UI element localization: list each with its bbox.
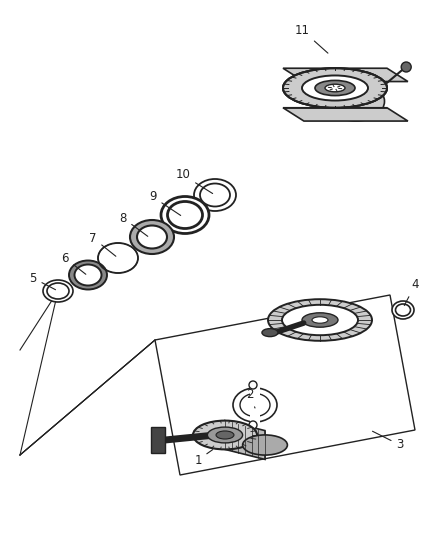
Circle shape (249, 421, 257, 429)
Ellipse shape (161, 197, 209, 233)
Text: 8: 8 (119, 212, 148, 236)
Ellipse shape (325, 84, 345, 92)
Ellipse shape (98, 243, 138, 273)
Ellipse shape (43, 280, 73, 302)
Ellipse shape (130, 220, 174, 254)
Ellipse shape (240, 393, 270, 416)
Ellipse shape (106, 249, 130, 267)
Ellipse shape (101, 245, 135, 271)
Circle shape (401, 62, 411, 72)
Ellipse shape (47, 283, 69, 299)
Ellipse shape (74, 264, 102, 286)
Ellipse shape (302, 313, 338, 327)
Text: 7: 7 (89, 231, 116, 256)
Ellipse shape (327, 82, 385, 121)
Ellipse shape (69, 261, 107, 289)
Ellipse shape (283, 68, 387, 108)
Text: 10: 10 (176, 168, 212, 193)
Ellipse shape (396, 304, 410, 316)
Ellipse shape (109, 251, 127, 265)
Polygon shape (283, 68, 408, 82)
Text: 5: 5 (29, 271, 56, 290)
Text: 1: 1 (194, 450, 213, 466)
Bar (151, 427, 165, 453)
Ellipse shape (392, 301, 414, 319)
Ellipse shape (283, 68, 387, 108)
Ellipse shape (193, 421, 257, 449)
Text: 2: 2 (246, 389, 255, 408)
Ellipse shape (200, 183, 230, 206)
Polygon shape (283, 108, 408, 121)
Text: 11: 11 (294, 23, 328, 53)
Ellipse shape (233, 388, 277, 422)
Ellipse shape (315, 80, 355, 95)
Ellipse shape (216, 431, 234, 439)
Ellipse shape (194, 179, 236, 211)
Ellipse shape (282, 305, 358, 335)
Polygon shape (250, 387, 260, 423)
Text: 3: 3 (372, 431, 404, 451)
Ellipse shape (262, 329, 278, 337)
Ellipse shape (167, 201, 202, 229)
Text: 4: 4 (404, 279, 419, 305)
Ellipse shape (302, 76, 368, 101)
Ellipse shape (137, 225, 167, 248)
Ellipse shape (208, 427, 243, 443)
Polygon shape (155, 295, 415, 475)
Ellipse shape (243, 435, 287, 455)
Ellipse shape (103, 247, 133, 269)
Text: 9: 9 (149, 190, 181, 215)
Ellipse shape (268, 299, 372, 341)
Circle shape (249, 381, 257, 389)
Polygon shape (225, 421, 265, 459)
Ellipse shape (312, 317, 328, 323)
Text: 6: 6 (61, 252, 86, 274)
